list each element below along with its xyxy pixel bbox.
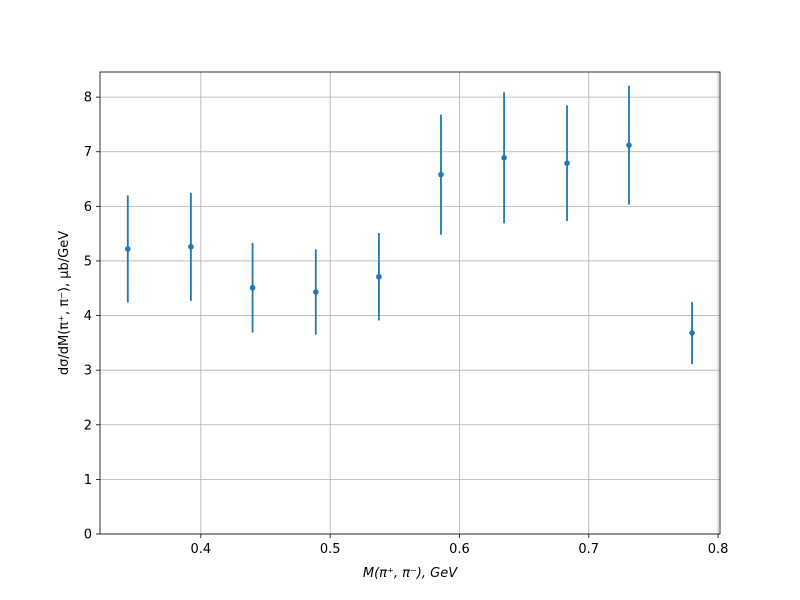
y-tick-label: 0 xyxy=(84,528,92,543)
y-tick-label: 7 xyxy=(84,145,92,160)
data-point xyxy=(564,160,570,166)
x-tick-label: 0.6 xyxy=(449,542,470,557)
y-tick-label: 8 xyxy=(84,91,92,106)
x-axis-label: M(π⁺, π⁻), GeV xyxy=(363,566,458,581)
x-tick-label: 0.7 xyxy=(578,542,599,557)
data-point xyxy=(689,330,695,336)
y-tick-label: 2 xyxy=(84,418,92,433)
x-tick-label: 0.4 xyxy=(191,542,212,557)
y-tick-label: 5 xyxy=(84,254,92,269)
y-tick-label: 4 xyxy=(84,309,92,324)
data-point xyxy=(249,284,256,291)
plot-frame xyxy=(99,71,721,535)
data-point xyxy=(626,142,632,148)
x-tick-label: 0.5 xyxy=(320,542,341,557)
y-tick-label: 1 xyxy=(84,473,92,488)
data-point xyxy=(124,246,131,252)
data-point xyxy=(501,154,507,161)
y-tick-label: 3 xyxy=(84,364,92,379)
x-tick-label: 0.8 xyxy=(708,542,729,557)
data-point xyxy=(376,273,382,280)
data-point xyxy=(188,243,194,250)
data-point xyxy=(313,289,319,295)
y-axis-label: dσ/dM(π⁺, π⁻), μb/GeV xyxy=(57,231,72,375)
y-tick-label: 6 xyxy=(84,200,92,215)
data-point xyxy=(438,171,444,178)
